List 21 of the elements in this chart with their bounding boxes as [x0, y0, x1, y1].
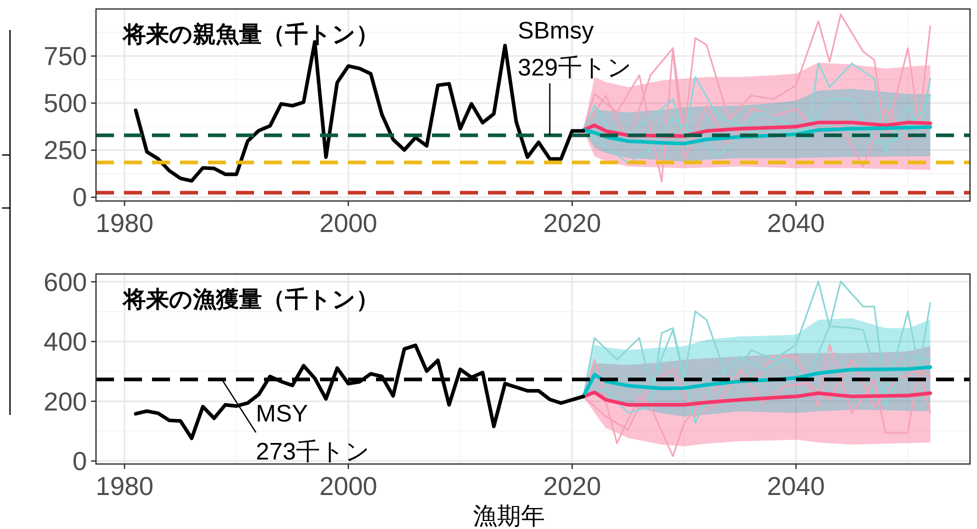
x-axis-title: 漁期年 [473, 503, 545, 529]
y-tick-label: 0 [72, 182, 87, 212]
annotation: SBmsy 329千トン [518, 17, 632, 82]
x-tick-label: 1980 [96, 471, 154, 501]
y-tick-label: 400 [44, 326, 87, 357]
y-tick-label: 200 [44, 386, 87, 416]
annotation: MSY 273千トン [256, 400, 370, 466]
x-tick-label: 2020 [543, 471, 602, 501]
x-tick-label: 2000 [319, 208, 378, 238]
y-tick-label: 500 [44, 88, 87, 118]
y-tick-label: 250 [44, 135, 87, 166]
x-tick-label: 2040 [767, 471, 825, 501]
text: 将来の親魚量（千トン） [122, 21, 379, 47]
y-tick-label: 750 [44, 41, 87, 72]
y-tick-label: 600 [44, 266, 87, 297]
text: 将来の漁獲量（千トン） [122, 286, 379, 312]
x-tick-label: 1980 [96, 208, 154, 238]
y-tick-label: 0 [72, 446, 87, 476]
x-tick-label: 2040 [767, 208, 825, 238]
x-tick-label: 2000 [319, 471, 378, 501]
x-tick-label: 2020 [543, 208, 602, 238]
